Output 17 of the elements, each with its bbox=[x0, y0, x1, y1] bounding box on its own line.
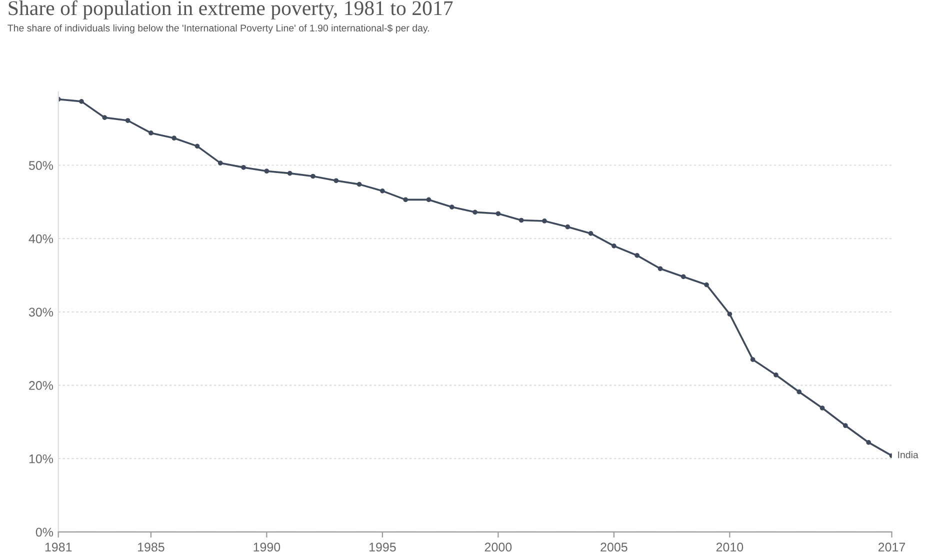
y-tick-label: 10% bbox=[29, 454, 54, 464]
x-tick-label: 1990 bbox=[254, 542, 280, 552]
x-tick-label: 2005 bbox=[600, 542, 628, 552]
x-tick-label: 2000 bbox=[484, 542, 512, 552]
y-tick-label: 50% bbox=[28, 161, 54, 170]
chart-subtitle: The share of individuals living below the 'International Poverty Line' of 1.90 international-$ per day. bbox=[8, 24, 429, 34]
y-tick-label: 20% bbox=[29, 381, 54, 390]
y-tick-label: 0% bbox=[36, 528, 54, 537]
series-label: India bbox=[898, 451, 918, 458]
x-tick-label: 1981 bbox=[45, 542, 72, 552]
y-tick-label: 40% bbox=[28, 234, 54, 244]
chart-title: Share of population in extreme poverty, 1981 to 2017 bbox=[8, 0, 453, 20]
x-tick-label: 2017 bbox=[878, 542, 906, 552]
x-tick-label: 2010 bbox=[716, 542, 744, 552]
x-tick-label: 1995 bbox=[369, 542, 396, 552]
x-tick-label: 1985 bbox=[138, 542, 164, 552]
y-tick-label: 30% bbox=[28, 308, 54, 317]
